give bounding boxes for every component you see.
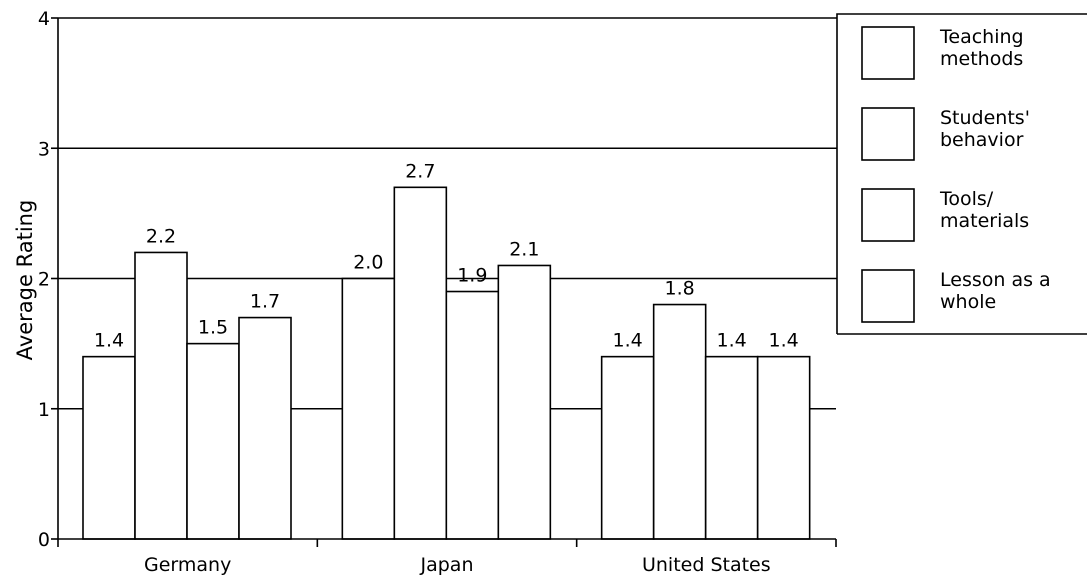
- y-tick-label-1: 1: [38, 399, 50, 421]
- bar-united-states-4: [756, 355, 811, 540]
- bar-japan-3: [445, 290, 500, 540]
- y-tick-label-2: 2: [38, 269, 50, 291]
- data-label: 1.9: [457, 265, 487, 287]
- bar-japan-4: [497, 264, 552, 540]
- bar-united-states-3: [704, 355, 759, 540]
- legend-label: whole: [940, 291, 996, 313]
- legend-swatch: [861, 269, 915, 323]
- data-label: 1.7: [250, 291, 280, 313]
- legend-label: Teaching: [939, 26, 1024, 48]
- legend-swatch: [861, 26, 915, 80]
- legend-label: Tools/: [939, 188, 994, 210]
- legend-swatch: [861, 188, 915, 242]
- y-tick-label-4: 4: [38, 8, 50, 30]
- y-axis-title: Average Rating: [13, 200, 37, 361]
- y-tick-label-0: 0: [38, 529, 50, 551]
- x-category-label: Germany: [144, 554, 231, 576]
- bars: [82, 186, 811, 540]
- bar-united-states-1: [600, 355, 655, 540]
- x-category-label: Japan: [420, 554, 474, 576]
- legend-swatch: [861, 107, 915, 161]
- data-label: 1.8: [665, 278, 695, 300]
- data-labels: 1.4 2.2 1.5 1.7 2.0 2.7 1.9 2.1 1.4 1.8 1.4 1.4: [94, 160, 799, 351]
- data-label: 1.4: [769, 330, 799, 352]
- data-label: 1.4: [717, 330, 747, 352]
- data-label: 2.0: [353, 252, 383, 274]
- bar-germany-2: [134, 251, 188, 540]
- legend-label: methods: [940, 48, 1023, 70]
- axes: 0 1 2 3 4 Germany Japan United States: [38, 8, 837, 576]
- bar-germany-4: [238, 316, 292, 540]
- data-label: 2.7: [405, 160, 435, 182]
- bar-japan-1: [341, 277, 396, 540]
- bar-japan-2: [393, 186, 448, 540]
- legend-label: materials: [940, 210, 1029, 232]
- legend-label: behavior: [940, 129, 1024, 151]
- x-category-label: United States: [642, 554, 771, 576]
- legend-label: Lesson as a: [940, 269, 1051, 291]
- legend-frame: [836, 13, 1087, 334]
- legend-label: Students': [940, 107, 1030, 129]
- data-label: 2.1: [509, 238, 539, 260]
- data-label: 1.5: [198, 317, 228, 339]
- data-label: 1.4: [613, 330, 643, 352]
- data-label: 1.4: [94, 330, 124, 352]
- bar-germany-3: [186, 342, 240, 540]
- bar-germany-1: [82, 355, 136, 540]
- bar-united-states-2: [652, 303, 707, 540]
- data-label: 2.2: [146, 225, 176, 247]
- y-tick-label-3: 3: [38, 138, 50, 160]
